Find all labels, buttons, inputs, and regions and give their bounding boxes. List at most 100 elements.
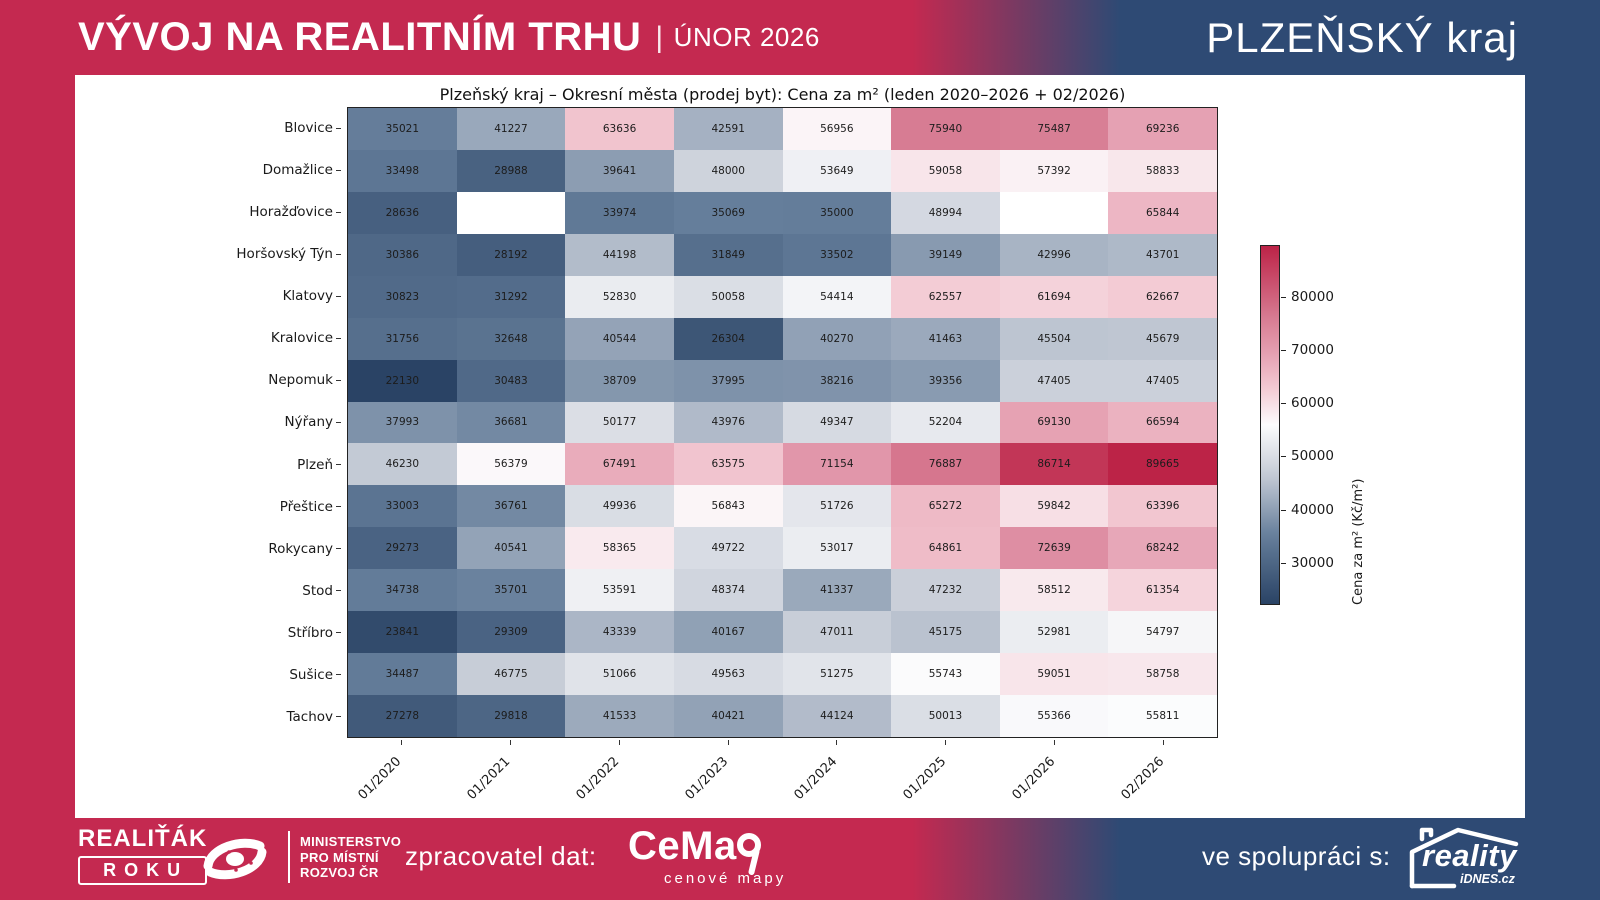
heatmap-cell: 35000	[782, 191, 892, 234]
heatmap-cell: 31292	[456, 275, 566, 318]
x-tick	[1163, 740, 1165, 745]
heatmap-cell: 33003	[348, 485, 457, 528]
heatmap-cell: 45175	[891, 611, 1000, 654]
heatmap-cell: 47405	[1108, 359, 1217, 402]
heatmap-cell: 71154	[782, 443, 892, 486]
column-label: 01/2025	[900, 754, 950, 803]
heatmap-cell: 43701	[1108, 233, 1217, 276]
row-label: Klatovy	[75, 275, 341, 317]
heatmap-cell: 65844	[1108, 191, 1217, 234]
heatmap-cell: 55811	[1108, 695, 1217, 737]
heatmap-cell: 35021	[348, 108, 457, 150]
heatmap-cell: 63636	[565, 108, 674, 150]
heatmap-cell: 40270	[782, 317, 892, 360]
heatmap-cell: 52204	[891, 401, 1000, 444]
heatmap-cell: 35069	[673, 191, 783, 234]
x-tick	[727, 740, 729, 745]
heatmap-cell: 41337	[782, 569, 892, 612]
row-label: Nepomuk	[75, 359, 341, 401]
heatmap-cell: 47232	[891, 569, 1000, 612]
heatmap-cell: 39356	[891, 359, 1000, 402]
heatmap-cell: 49347	[782, 401, 892, 444]
footer-band: REALIŤÁK ROKU MINISTERSTVO PRO MÍSTNÍ RO…	[0, 818, 1600, 900]
cemap-tagline: cenové mapy	[664, 870, 787, 887]
row-label: Stříbro	[75, 612, 341, 654]
page-subtitle: | ÚNOR 2026	[655, 21, 819, 55]
heatmap-cell: 69130	[999, 401, 1109, 444]
x-tick	[836, 740, 838, 745]
heatmap-cell: 41463	[891, 317, 1000, 360]
heatmap-cell: 61694	[999, 275, 1109, 318]
heatmap-cell: 54797	[1108, 611, 1217, 654]
heatmap-cell: 86714	[999, 443, 1109, 486]
heatmap-cell: 52830	[565, 275, 674, 318]
heatmap-cell: 33498	[348, 149, 457, 192]
data-provider-label: zpracovatel dat:	[405, 841, 597, 871]
x-tick	[618, 740, 620, 745]
column-label: 02/2026	[1118, 754, 1167, 803]
chart-title: Plzeňský kraj – Okresní města (prodej by…	[439, 85, 1126, 104]
x-tick	[945, 740, 947, 745]
ministry-label: MINISTERSTVO PRO MÍSTNÍ ROZVOJ ČR	[300, 834, 401, 881]
heatmap-cell: 32648	[456, 317, 566, 360]
cemap-pin-icon	[736, 833, 761, 875]
heatmap-cell: 62557	[891, 275, 1000, 318]
roku-label: ROKU	[78, 856, 208, 885]
column-label: 01/2026	[1009, 754, 1058, 803]
heatmap-cell: 37993	[348, 401, 457, 444]
heatmap-cell: 30483	[456, 359, 566, 402]
colorbar-tick-label: 60000	[1291, 395, 1334, 412]
heatmap-cell: 66594	[1108, 401, 1217, 444]
heatmap-cell: 54414	[782, 275, 892, 318]
heatmap-cell: 40544	[565, 317, 674, 360]
row-label: Sušice	[75, 654, 341, 696]
heatmap-grid: 35021 41227 63636 42591 56956 75940 75487 69236…	[348, 108, 1217, 737]
colorbar-tick-label: 50000	[1291, 448, 1334, 465]
colorbar-tick	[1281, 509, 1286, 511]
column-label: 01/2021	[464, 754, 514, 803]
heatmap-cell: 31849	[673, 233, 783, 276]
realitak-label: REALIŤÁK	[78, 825, 208, 852]
colorbar-tick	[1281, 296, 1286, 298]
row-label: Tachov	[75, 696, 341, 738]
heatmap-cell: 22130	[348, 359, 457, 402]
heatmap-cell: 26304	[673, 317, 783, 360]
heatmap-cell: 37995	[673, 359, 783, 402]
row-label: Domažlice	[75, 149, 341, 191]
colorbar-label: Cena za m² (Kč/m²)	[1351, 478, 1366, 605]
heatmap-column-labels: 01/2020 01/2021 01/2022 01/2023 01/2024 01/20…	[347, 740, 1218, 818]
heatmap-cell: 53017	[782, 527, 892, 570]
heatmap-cell: 56956	[782, 108, 892, 150]
heatmap-cell: 75940	[891, 108, 1000, 150]
footer-divider	[288, 831, 290, 883]
heatmap-cell: 72639	[999, 527, 1109, 570]
heatmap-cell: 45679	[1108, 317, 1217, 360]
heatmap-cell	[999, 191, 1109, 234]
heatmap-cell: 40167	[673, 611, 783, 654]
heatmap-cell: 28988	[456, 149, 566, 192]
ministry-swirl-icon	[203, 838, 267, 880]
heatmap-cell: 30823	[348, 275, 457, 318]
heatmap-cell: 31756	[348, 317, 457, 360]
row-label: Rokycany	[75, 528, 341, 570]
colorbar-tick-label: 40000	[1291, 501, 1334, 518]
heatmap-cell: 49722	[673, 527, 783, 570]
x-tick	[400, 740, 402, 745]
heatmap-cell: 43339	[565, 611, 674, 654]
heatmap-cell: 51275	[782, 653, 892, 696]
cemap-logo: CeMa cenové mapy	[628, 824, 786, 887]
heatmap-cell: 67491	[565, 443, 674, 486]
heatmap-cell: 69236	[1108, 108, 1217, 150]
colorbar-tick	[1281, 563, 1286, 565]
reality-idnes-logo: reality iDNES.cz	[1402, 822, 1524, 894]
heatmap-cell: 42996	[999, 233, 1109, 276]
heatmap-cell: 57392	[999, 149, 1109, 192]
heatmap-cell: 56843	[673, 485, 783, 528]
heatmap-cell: 58512	[999, 569, 1109, 612]
heatmap-cell: 30386	[348, 233, 457, 276]
heatmap-cell: 43976	[673, 401, 783, 444]
row-label: Kralovice	[75, 317, 341, 359]
heatmap-cell: 29309	[456, 611, 566, 654]
ministry-line2: PRO MÍSTNÍ	[300, 849, 379, 865]
heatmap-row-labels: Blovice Domažlice Horažďovice Horšovský Týn…	[75, 107, 341, 738]
